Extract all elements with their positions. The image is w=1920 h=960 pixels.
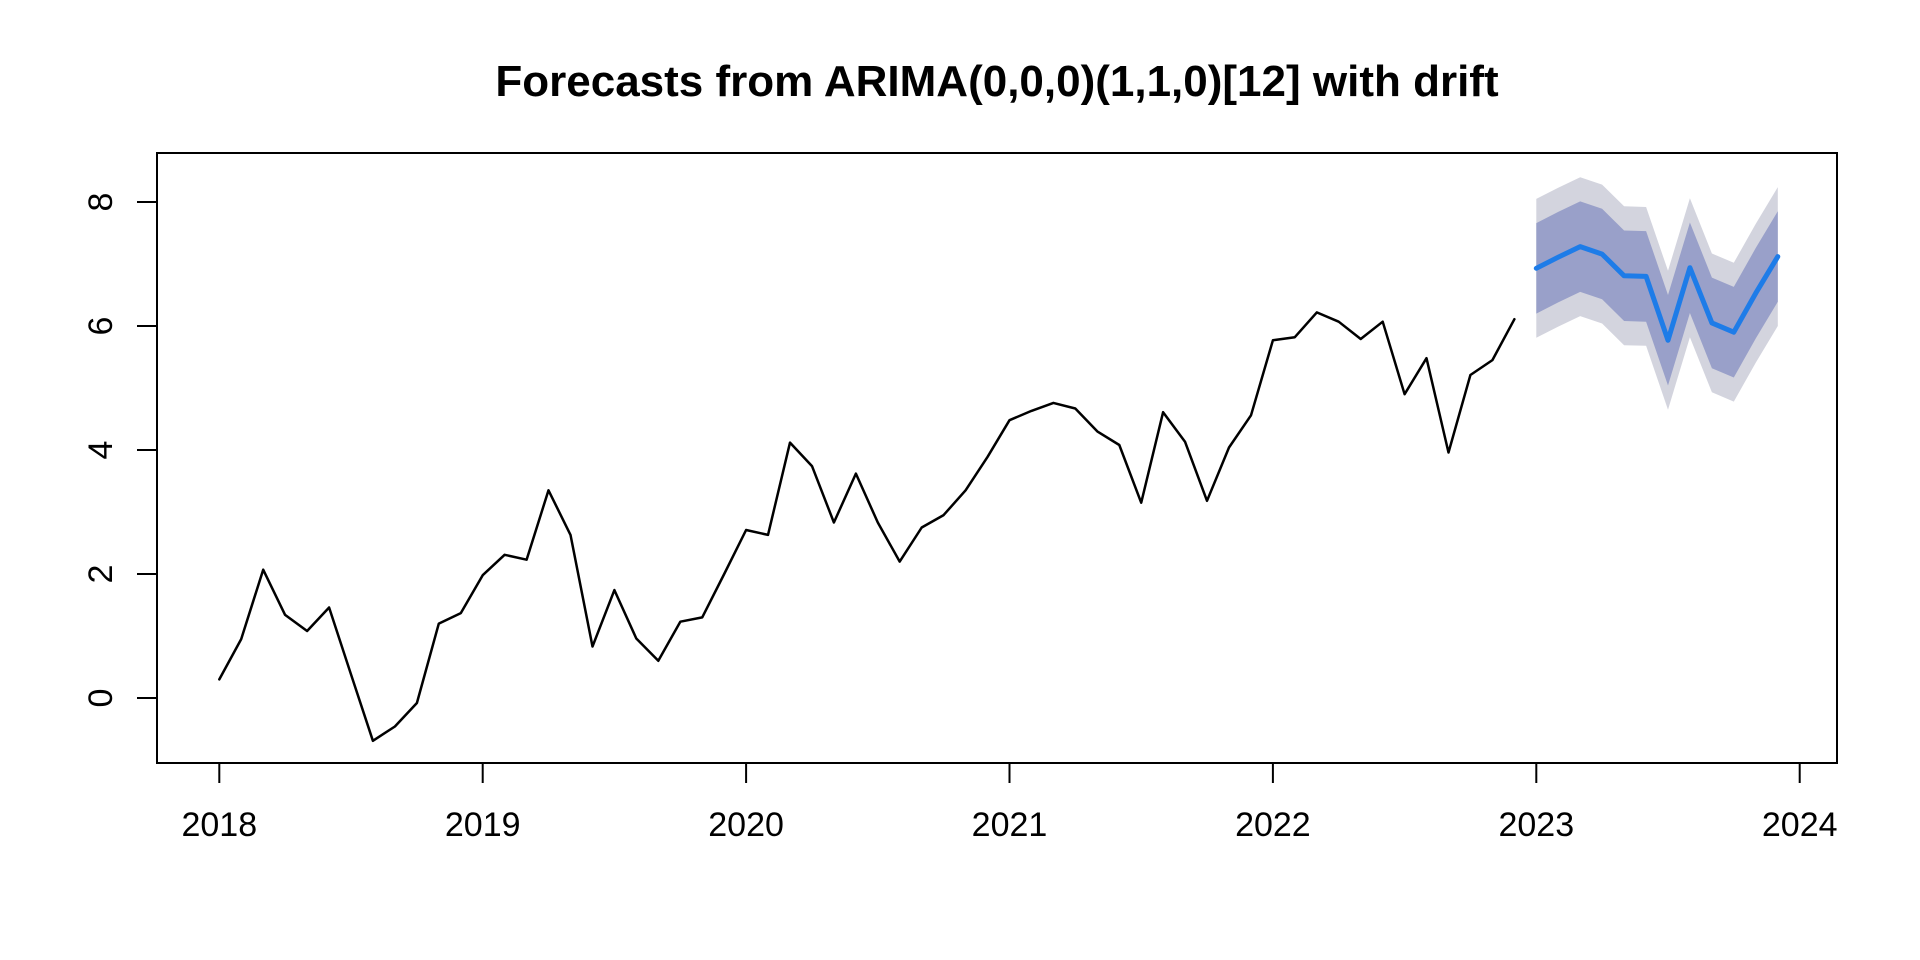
x-tick-label-2023: 2023 [1498,806,1574,844]
confidence-band-80pct-interval [1536,201,1778,386]
x-tick-label-2019: 2019 [445,806,521,844]
x-tick-label-2018: 2018 [181,806,257,844]
chart-title: Forecasts from ARIMA(0,0,0)(1,1,0)[12] w… [495,57,1499,106]
y-tick-label-0: 0 [82,689,120,708]
y-tick-label-8: 8 [82,193,120,212]
x-tick-label-2024: 2024 [1762,806,1838,844]
x-tick-label-2020: 2020 [708,806,784,844]
observed-line [218,311,1516,743]
point-forecast-line [1533,244,1781,343]
x-tick-label-2022: 2022 [1235,806,1311,844]
plot-box [156,152,1838,764]
y-tick-label-4: 4 [82,441,120,460]
plot-area: 2018 2019 2020 2021 2022 2023 2024 0 2 4 6 8 [82,152,1838,844]
y-tick-label-6: 6 [82,317,120,336]
x-tick-label-2021: 2021 [972,806,1048,844]
y-tick-label-2: 2 [82,565,120,584]
